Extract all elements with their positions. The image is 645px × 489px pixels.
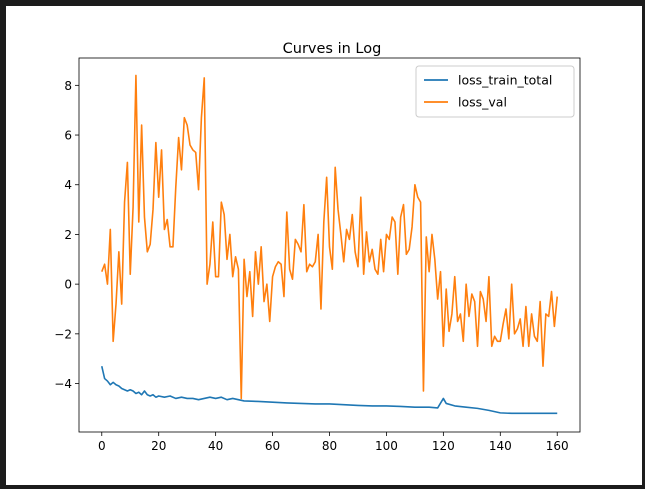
x-tick-label: 80 xyxy=(322,439,337,453)
x-tick-label: 100 xyxy=(375,439,398,453)
x-tick-label: 40 xyxy=(208,439,223,453)
y-tick-label: 6 xyxy=(64,129,72,143)
y-tick-label: 4 xyxy=(64,178,72,192)
legend-label-loss-val: loss_val xyxy=(458,95,507,110)
x-tick-label: 20 xyxy=(151,439,166,453)
y-tick-label: −2 xyxy=(54,327,72,341)
chart-title: Curves in Log xyxy=(283,41,382,57)
x-axis-ticks: 0 20 40 60 80 100 120 140 160 xyxy=(98,432,569,453)
x-tick-label: 140 xyxy=(489,439,512,453)
x-tick-label: 0 xyxy=(98,439,106,453)
x-tick-label: 160 xyxy=(546,439,569,453)
x-tick-label: 60 xyxy=(265,439,280,453)
legend-label-loss-train-total: loss_train_total xyxy=(458,73,552,88)
x-tick-label: 120 xyxy=(432,439,455,453)
plot-area-frame xyxy=(78,57,581,433)
legend: loss_train_total loss_val xyxy=(415,65,575,118)
line-chart: Curves in Log −4 −2 0 2 4 6 8 0 20 40 60 80 100 120 1… xyxy=(54,41,581,453)
y-tick-label: −4 xyxy=(54,377,72,391)
figure-canvas: Curves in Log −4 −2 0 2 4 6 8 0 20 40 60 80 100 120 1… xyxy=(6,6,642,485)
legend-box xyxy=(415,65,575,118)
y-tick-label: 0 xyxy=(64,278,72,292)
series-layer xyxy=(100,74,559,415)
series-line-loss-val xyxy=(101,74,559,400)
y-tick-label: 2 xyxy=(64,228,72,242)
series-line-loss-train-total xyxy=(100,365,558,415)
y-tick-label: 8 xyxy=(64,79,72,93)
y-axis-ticks: −4 −2 0 2 4 6 8 xyxy=(54,79,79,391)
